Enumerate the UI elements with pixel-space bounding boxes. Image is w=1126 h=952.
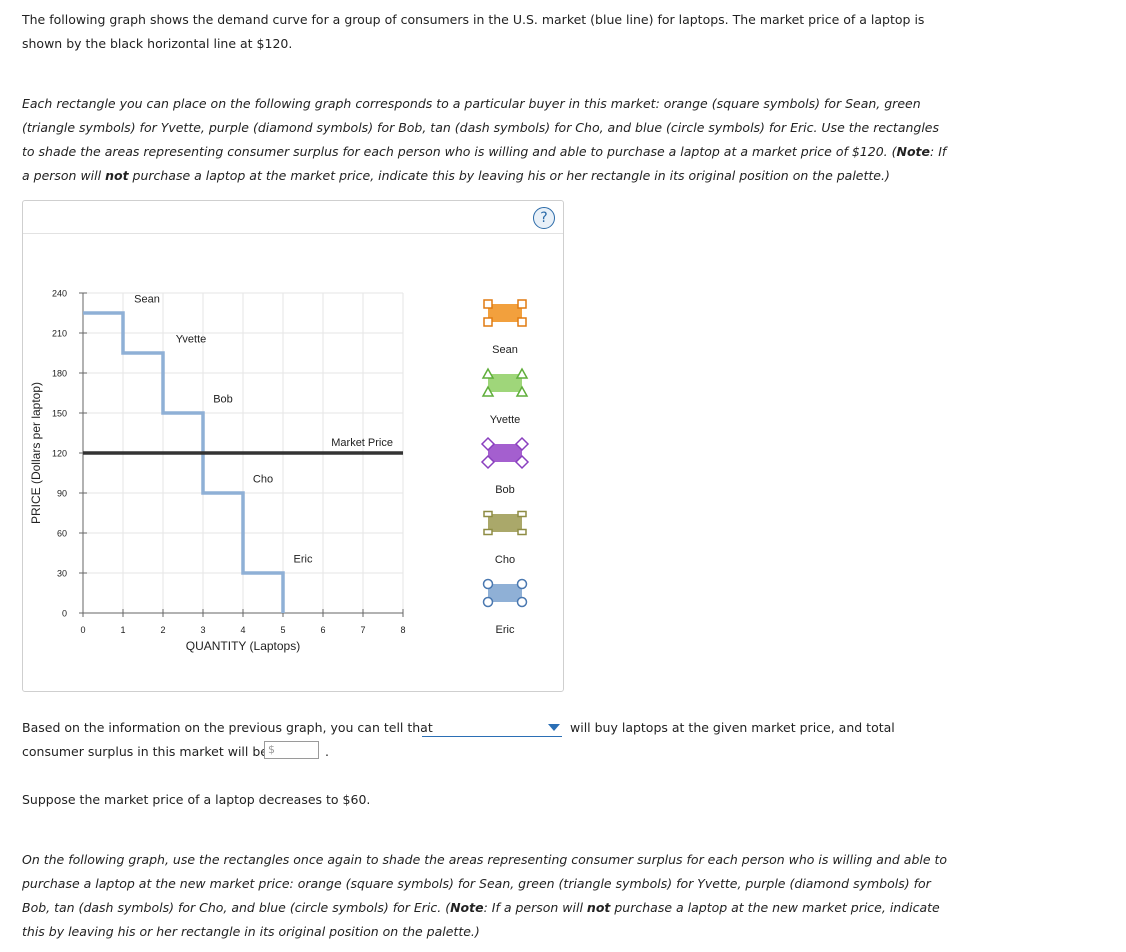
question-line-1-end: will buy laptops at the given market pri… xyxy=(570,720,895,735)
palette-rectangle-eric[interactable] xyxy=(482,578,528,608)
instructions2-text-b: : If a person will xyxy=(483,900,587,915)
not-emphasis: not xyxy=(105,168,129,183)
x-tick-label: 1 xyxy=(120,625,125,635)
demand-curve xyxy=(83,311,285,613)
circle-symbol-icon xyxy=(516,578,528,590)
note-label: Note xyxy=(896,144,931,159)
x-tick-label: 2 xyxy=(160,625,165,635)
palette-rectangle-sean[interactable] xyxy=(483,299,527,327)
step-label: Sean xyxy=(134,293,160,305)
instructions-text-c: purchase a laptop at the market price, i… xyxy=(128,168,890,183)
dash-symbol-icon xyxy=(483,510,493,518)
x-tick-label: 4 xyxy=(240,625,245,635)
instructions-text-a: Each rectangle you can place on the foll… xyxy=(22,96,940,159)
palette-fill xyxy=(488,374,522,392)
palette-rectangle-cho[interactable] xyxy=(483,510,527,536)
diamond-symbol-icon xyxy=(514,454,530,470)
buyers-dropdown[interactable] xyxy=(422,718,562,737)
triangle-symbol-icon xyxy=(481,367,495,379)
palette-label: Eric xyxy=(496,624,515,636)
step-label: Cho xyxy=(253,473,273,485)
palette-label: Sean xyxy=(492,344,518,356)
x-tick-label: 0 xyxy=(80,625,85,635)
palette-rectangle-yvette[interactable] xyxy=(481,367,529,397)
y-tick-label: 60 xyxy=(57,529,67,539)
graph-panel: ? 0 30 60 90 120 150 180 210 240 0 1 2 3 4 5 6 7 8 QUANTIT… xyxy=(22,200,564,692)
palette-label: Yvette xyxy=(490,414,521,426)
square-symbol-icon xyxy=(483,317,493,327)
palette-fill xyxy=(488,584,522,602)
dash-symbol-icon xyxy=(517,528,527,536)
note-label-2: Note xyxy=(450,900,484,915)
demand-graph: 0 30 60 90 120 150 180 210 240 0 1 2 3 4 5 6 7 8 QUANTITY … xyxy=(29,289,530,653)
dash-symbol-icon xyxy=(517,510,527,518)
x-tick-label: 3 xyxy=(200,625,205,635)
y-tick-label: 120 xyxy=(52,449,67,459)
x-tick-label: 5 xyxy=(280,625,285,635)
consumer-surplus-input[interactable]: $ xyxy=(264,741,319,759)
help-icon[interactable]: ? xyxy=(533,207,555,229)
square-symbol-icon xyxy=(483,299,493,309)
diamond-symbol-icon xyxy=(514,436,530,452)
y-tick-label: 30 xyxy=(57,569,67,579)
palette-label: Bob xyxy=(495,484,515,496)
instructions-paragraph-2: On the following graph, use the rectangl… xyxy=(22,848,952,944)
instructions-paragraph: Each rectangle you can place on the foll… xyxy=(22,92,952,188)
y-tick-label: 150 xyxy=(52,409,67,419)
step-label: Eric xyxy=(294,553,313,565)
palette-fill xyxy=(488,444,522,462)
instructions2-text-c: purchase a laptop at the new market pric… xyxy=(22,900,940,939)
intro-paragraph: The following graph shows the demand cur… xyxy=(22,12,925,51)
step-label: Yvette xyxy=(176,333,207,345)
y-tick-label: 240 xyxy=(52,289,67,299)
square-symbol-icon xyxy=(517,299,527,309)
question-line-2: consumer surplus in this market will be xyxy=(22,744,268,759)
diamond-symbol-icon xyxy=(480,436,496,452)
y-tick-label: 90 xyxy=(57,489,67,499)
palette-label: Cho xyxy=(495,554,515,566)
not-emphasis-2: not xyxy=(586,900,611,915)
palette-rectangle-bob[interactable] xyxy=(480,436,530,470)
y-tick-label: 180 xyxy=(52,369,67,379)
instructions2-text-a: On the following graph, use the rectangl… xyxy=(22,852,948,915)
triangle-symbol-icon xyxy=(515,367,529,379)
circle-symbol-icon xyxy=(482,578,494,590)
question-line-1: Based on the information on the previous… xyxy=(22,720,433,735)
y-tick-label: 0 xyxy=(62,609,67,619)
x-tick-label: 7 xyxy=(360,625,365,635)
x-axis-title: QUANTITY (Laptops) xyxy=(186,639,300,653)
market-price-label: Market Price xyxy=(331,437,393,449)
instructions-text-b: : If a person will xyxy=(22,144,947,183)
circle-symbol-icon xyxy=(516,596,528,608)
square-symbol-icon xyxy=(517,317,527,327)
chevron-down-icon xyxy=(548,724,560,731)
y-axis-title: PRICE (Dollars per laptop) xyxy=(29,382,43,524)
step-label: Bob xyxy=(213,393,233,405)
diamond-symbol-icon xyxy=(480,454,496,470)
x-tick-label: 8 xyxy=(400,625,405,635)
circle-symbol-icon xyxy=(482,596,494,608)
palette-fill xyxy=(488,514,522,532)
triangle-symbol-icon xyxy=(515,385,529,397)
dash-symbol-icon xyxy=(483,528,493,536)
palette-fill xyxy=(488,304,522,322)
x-tick-label: 6 xyxy=(320,625,325,635)
y-tick-label: 210 xyxy=(52,329,67,339)
panel-divider xyxy=(23,233,563,234)
triangle-symbol-icon xyxy=(481,385,495,397)
price-change-paragraph: Suppose the market price of a laptop dec… xyxy=(22,792,371,807)
period: . xyxy=(325,744,329,759)
